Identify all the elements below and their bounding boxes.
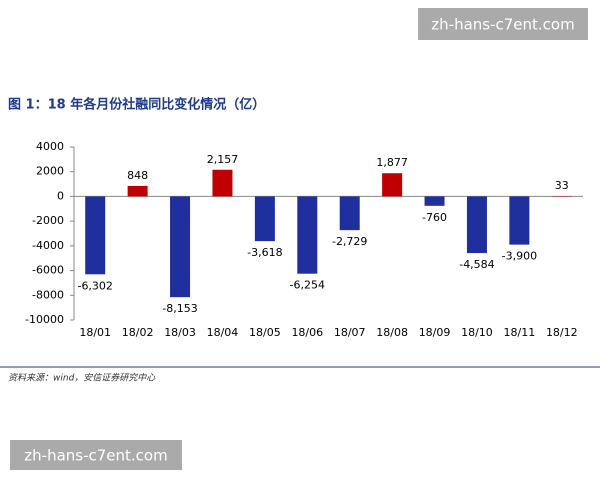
bar — [297, 196, 318, 274]
chart-title: 图 1：18 年各月份社融同比变化情况（亿） — [8, 97, 265, 113]
bar — [466, 196, 487, 254]
y-tick-label: 2000 — [36, 165, 64, 178]
y-tick-label: -4000 — [32, 239, 64, 252]
x-tick-label: 18/04 — [207, 326, 239, 339]
x-tick-label: 18/07 — [334, 326, 366, 339]
bar — [170, 196, 191, 298]
bar — [424, 196, 445, 206]
watermark: zh-hans-c7ent.com — [24, 447, 167, 465]
bar — [254, 196, 275, 242]
x-tick-label: 18/05 — [249, 326, 281, 339]
bar — [382, 173, 403, 197]
data-label: -760 — [422, 211, 447, 224]
data-label: 848 — [127, 169, 148, 182]
x-tick-label: 18/09 — [419, 326, 451, 339]
y-tick-label: -2000 — [32, 214, 64, 227]
bar — [212, 169, 233, 197]
y-tick-label: -6000 — [32, 264, 64, 277]
x-tick-label: 18/01 — [79, 326, 111, 339]
data-label: -2,729 — [332, 235, 367, 248]
data-label: -8,153 — [162, 302, 197, 315]
bar — [127, 185, 148, 197]
data-label: 33 — [555, 179, 569, 192]
x-tick-label: 18/08 — [376, 326, 408, 339]
x-tick-label: 18/02 — [122, 326, 154, 339]
source: 资料来源：wind，安信证券研究中心 — [8, 373, 156, 384]
y-tick-label: -10000 — [25, 313, 64, 326]
y-tick-label: 0 — [57, 189, 64, 202]
data-label: -6,302 — [77, 279, 112, 292]
bar — [509, 196, 530, 245]
data-label: -6,254 — [290, 279, 325, 292]
x-tick-label: 18/03 — [164, 326, 196, 339]
x-tick-label: 18/06 — [291, 326, 323, 339]
data-label: -4,584 — [459, 258, 494, 271]
data-label: -3,900 — [502, 250, 537, 263]
data-label: 2,157 — [207, 153, 239, 166]
watermark-box — [418, 8, 588, 40]
bar — [339, 196, 360, 231]
x-tick-label: 18/11 — [504, 326, 536, 339]
x-tick-label: 18/12 — [546, 326, 578, 339]
watermark-box — [10, 440, 182, 470]
data-label: -3,618 — [247, 246, 282, 259]
data-label: 1,877 — [376, 156, 408, 169]
x-tick-label: 18/10 — [461, 326, 493, 339]
watermark: zh-hans-c7ent.com — [431, 16, 574, 34]
y-tick-label: 4000 — [36, 140, 64, 153]
bar — [85, 196, 106, 275]
y-tick-label: -8000 — [32, 288, 64, 301]
